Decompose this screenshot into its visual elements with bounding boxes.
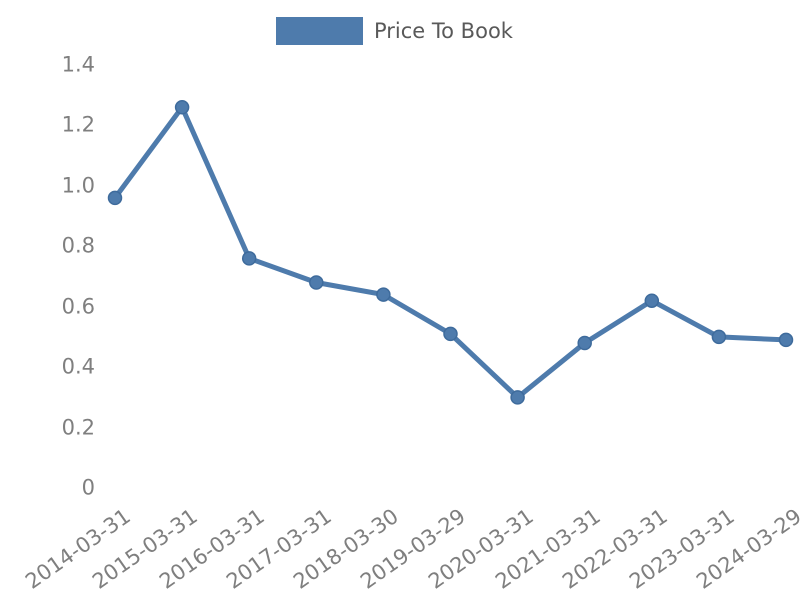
y-tick-label: 0.2 <box>61 415 95 440</box>
data-point-marker <box>107 190 123 206</box>
y-tick-label: 0.4 <box>61 354 95 379</box>
data-point-marker <box>711 329 727 345</box>
chart-legend: Price To Book <box>276 17 513 45</box>
y-tick-label: 1.2 <box>61 112 95 137</box>
data-point-marker <box>241 251 257 266</box>
legend-label: Price To Book <box>374 19 513 43</box>
y-tick-label: 0.8 <box>61 233 95 258</box>
data-point-marker <box>309 275 324 290</box>
y-tick-label: 1.4 <box>61 52 95 77</box>
data-point-marker <box>376 287 391 302</box>
data-point-marker <box>644 293 660 308</box>
data-point-marker <box>778 332 794 348</box>
y-tick-label: 0 <box>81 475 95 500</box>
data-point-marker <box>443 326 458 342</box>
legend-swatch <box>276 17 363 45</box>
data-point-marker <box>174 100 190 115</box>
data-point-marker <box>577 335 592 351</box>
data-point-marker <box>510 390 525 405</box>
y-tick-label: 1.0 <box>61 173 95 198</box>
y-tick-label: 0.6 <box>61 294 95 319</box>
price-to-book-line <box>112 104 789 400</box>
